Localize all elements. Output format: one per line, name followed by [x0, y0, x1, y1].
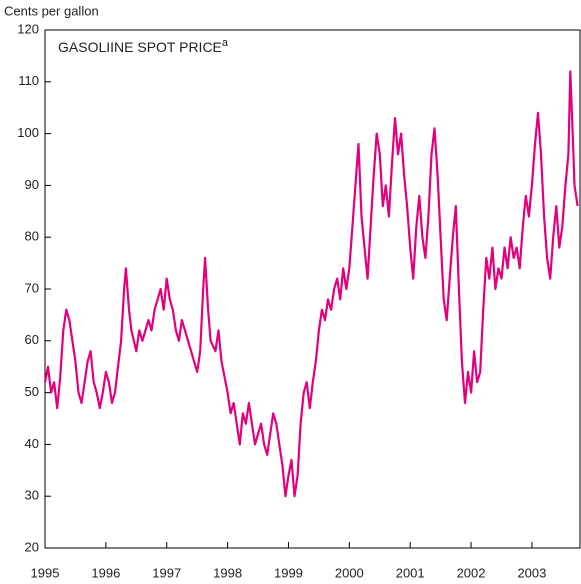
y-tick-label: 60: [25, 332, 39, 347]
x-tick-label: 1995: [31, 565, 60, 580]
title-text: GASOLIINE SPOT PRICE: [58, 39, 222, 55]
y-tick-label: 30: [25, 488, 39, 503]
plot-frame: [44, 29, 581, 549]
y-tick-label: 40: [25, 436, 39, 451]
y-tick-label: 90: [25, 177, 39, 192]
y-tick-label: 20: [25, 539, 39, 554]
x-tick-label: 1996: [91, 565, 120, 580]
x-tick-label: 2000: [335, 565, 364, 580]
x-tick-label: 2001: [396, 565, 425, 580]
y-tick-label: 50: [25, 384, 39, 399]
y-tick-label: 110: [18, 73, 39, 88]
title-superscript: a: [222, 37, 229, 49]
chart-title: GASOLIINE SPOT PRICEa: [58, 37, 229, 55]
y-axis-label: Cents per gallon: [4, 3, 99, 18]
y-tick-label: 80: [25, 229, 39, 244]
x-tick-label: 1998: [213, 565, 242, 580]
y-tick-label: 70: [25, 280, 39, 295]
y-tick-label: 120: [17, 21, 39, 36]
x-tick-label: 1999: [274, 565, 303, 580]
x-tick-label: 1997: [152, 565, 181, 580]
y-tick-label: 100: [17, 125, 39, 140]
price-line: [43, 70, 579, 498]
x-tick-label: 2003: [517, 565, 546, 580]
x-tick-label: 2002: [457, 565, 486, 580]
